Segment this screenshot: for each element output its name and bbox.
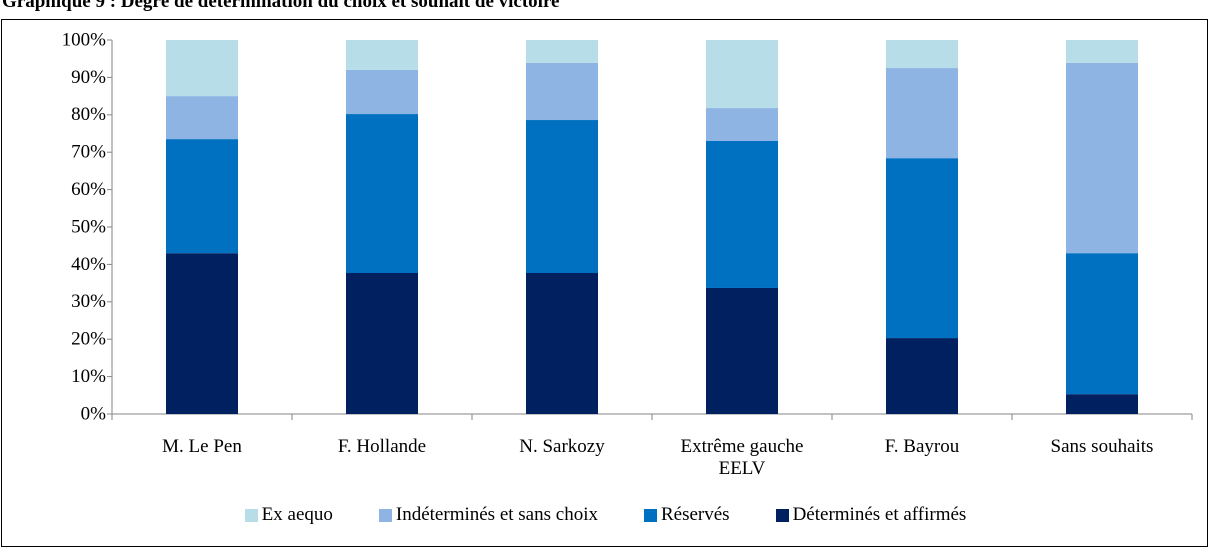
legend-swatch: [775, 508, 789, 522]
chart-frame: [1, 19, 1208, 547]
y-tick-label: 30%: [71, 291, 106, 312]
y-tick-label: 50%: [71, 216, 106, 237]
x-tick-label: N. Sarkozy: [519, 436, 605, 457]
x-tick-label: F. Hollande: [337, 436, 427, 457]
bar-segment: [526, 273, 598, 414]
bar-segment: [706, 108, 778, 141]
bar-segment: [166, 253, 238, 414]
bar-segment: [346, 40, 418, 70]
bar-segment: [886, 158, 958, 339]
legend-label: Déterminés et affirmés: [792, 504, 967, 525]
bar-segment: [886, 40, 958, 69]
y-tick-label: 90%: [71, 67, 106, 88]
legend-label: Indéterminés et sans choix: [395, 504, 598, 525]
bar-segment: [166, 96, 238, 140]
bar-segment: [166, 139, 238, 254]
chart-title: Graphique 9 : Degré de détermination du …: [2, 0, 560, 12]
bar-segment: [346, 114, 418, 274]
bar-segment: [346, 69, 418, 115]
bar-segment: [886, 68, 958, 159]
bar-segment: [346, 273, 418, 414]
legend-item: Ex aequo: [244, 504, 333, 526]
bar-segment: [1066, 40, 1138, 63]
bar-segment: [706, 287, 778, 414]
legend: Ex aequo Indéterminés et sans choix Réserv…: [0, 504, 1211, 526]
x-tick-label: Sans souhaits: [1050, 436, 1154, 457]
legend-swatch: [378, 508, 392, 522]
y-tick-label: 100%: [62, 29, 107, 50]
legend-swatch: [244, 508, 258, 522]
bar-segment: [526, 120, 598, 274]
bar-segment: [526, 62, 598, 121]
x-tick-label: Extrême gauche EELV: [680, 436, 804, 479]
legend-item: Réservés: [643, 504, 730, 526]
bar-segment: [706, 140, 778, 288]
bar-segment: [1066, 394, 1138, 414]
y-tick-label: 80%: [71, 104, 106, 125]
bar-segment: [886, 338, 958, 414]
legend-swatch: [643, 508, 657, 522]
bar-segment: [526, 40, 598, 63]
y-tick-label: 10%: [71, 366, 106, 387]
y-tick-label: 0%: [81, 403, 107, 424]
legend-label: Réservés: [660, 504, 730, 525]
legend-item: Indéterminés et sans choix: [378, 504, 598, 526]
bar-segment: [1066, 253, 1138, 395]
legend-item: Déterminés et affirmés: [775, 504, 967, 526]
bar-segment: [1066, 62, 1138, 254]
y-tick-label: 70%: [71, 142, 106, 163]
y-tick-label: 40%: [71, 254, 106, 275]
x-tick-label: M. Le Pen: [162, 436, 242, 457]
y-tick-label: 60%: [71, 179, 106, 200]
bar-segment: [706, 40, 778, 109]
y-tick-label: 20%: [71, 329, 106, 350]
x-tick-label: F. Bayrou: [884, 436, 960, 457]
bar-segment: [166, 40, 238, 97]
legend-label: Ex aequo: [261, 504, 333, 525]
